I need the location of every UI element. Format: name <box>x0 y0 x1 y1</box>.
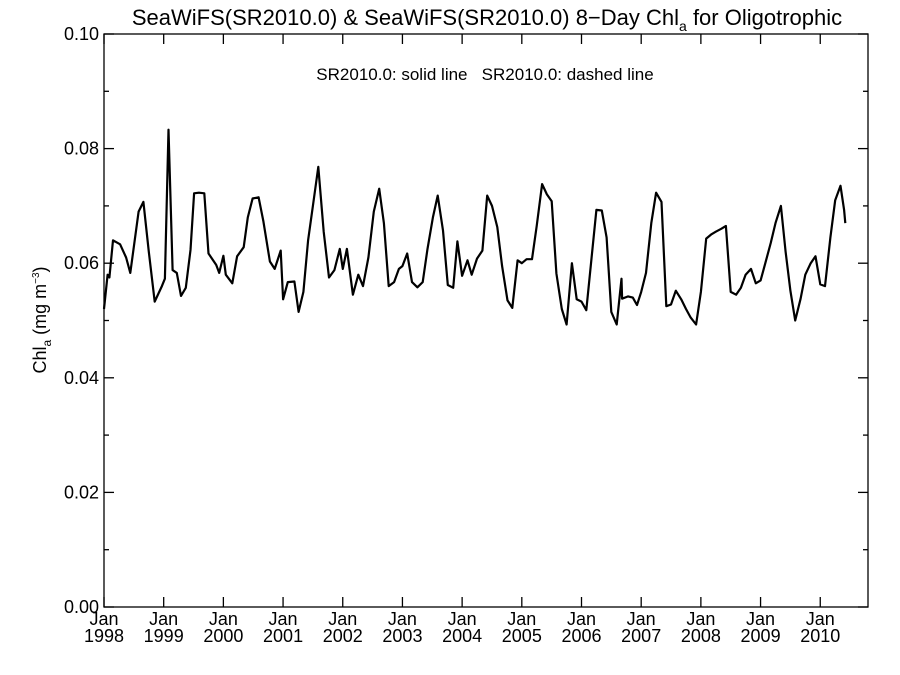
x-tick-label-year: 2002 <box>323 626 363 646</box>
x-tick-label-month: Jan <box>746 609 775 629</box>
y-axis-label-main: Chl <box>30 347 50 374</box>
x-tick-label-year: 2010 <box>800 626 840 646</box>
x-tick-label-year: 2005 <box>502 626 542 646</box>
x-tick-label-year: 2003 <box>382 626 422 646</box>
x-tick-label-month: Jan <box>388 609 417 629</box>
x-tick-label-year: 2009 <box>741 626 781 646</box>
y-axis-label-superscript: −3 <box>31 272 42 284</box>
chart-annotation: SR2010.0: solid line SR2010.0: dashed li… <box>316 65 653 84</box>
x-tick-label-year: 1999 <box>144 626 184 646</box>
x-axis: Jan1998Jan1999Jan2000Jan2001Jan2002Jan20… <box>84 34 840 646</box>
x-tick-label-year: 2004 <box>442 626 482 646</box>
chart-title: SeaWiFS(SR2010.0) & SeaWiFS(SR2010.0) 8−… <box>132 5 842 34</box>
x-tick-label-month: Jan <box>567 609 596 629</box>
x-tick-label-year: 2008 <box>681 626 721 646</box>
series-group <box>102 128 847 326</box>
series-line <box>102 128 847 326</box>
y-axis-label-close: ) <box>30 266 50 272</box>
x-tick-label-month: Jan <box>448 609 477 629</box>
x-tick-label-month: Jan <box>209 609 238 629</box>
y-axis: 0.00 0.02 0.04 0.06 0.08 0.10 <box>64 24 868 617</box>
x-tick-label-month: Jan <box>328 609 357 629</box>
plot-area <box>103 33 869 608</box>
y-tick-label: 0.00 <box>64 597 99 617</box>
y-tick-label: 0.08 <box>64 139 99 159</box>
x-tick-label-month: Jan <box>686 609 715 629</box>
chart-title-subscript: a <box>679 18 687 34</box>
chart-title-tail: for Oligotrophic <box>687 5 842 30</box>
x-tick-label-month: Jan <box>627 609 656 629</box>
x-tick-label-year: 2001 <box>263 626 303 646</box>
x-tick-label-month: Jan <box>149 609 178 629</box>
x-tick-label-year: 2007 <box>621 626 661 646</box>
x-tick-label-year: 2006 <box>561 626 601 646</box>
x-tick-label-year: 1998 <box>84 626 124 646</box>
x-tick-label-month: Jan <box>806 609 835 629</box>
x-tick-label-month: Jan <box>269 609 298 629</box>
x-tick-label-year: 2000 <box>203 626 243 646</box>
chart-title-main: SeaWiFS(SR2010.0) & SeaWiFS(SR2010.0) 8−… <box>132 5 679 30</box>
y-tick-label: 0.04 <box>64 368 99 388</box>
x-tick-label-month: Jan <box>89 609 118 629</box>
y-tick-label: 0.02 <box>64 482 99 502</box>
y-tick-label: 0.10 <box>64 24 99 44</box>
x-tick-label-month: Jan <box>507 609 536 629</box>
y-axis-label-units: (mg m <box>30 284 50 340</box>
y-axis-label: Chla (mg m−3) <box>30 266 54 373</box>
y-axis-label-subscript: a <box>40 340 54 347</box>
y-tick-label: 0.06 <box>64 253 99 273</box>
